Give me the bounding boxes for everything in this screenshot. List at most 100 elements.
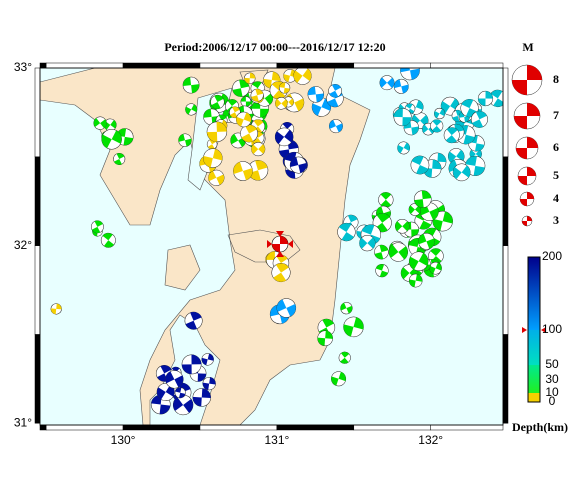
event [184, 311, 203, 330]
ball-quadrant [522, 216, 532, 226]
ball-quadrant [516, 137, 538, 159]
frame-band [45, 424, 124, 431]
magnitude-label: 7 [553, 108, 559, 122]
ball-quadrant [461, 99, 478, 117]
ball-quadrant [380, 192, 392, 208]
event [289, 156, 307, 174]
event [307, 86, 324, 103]
ball-quadrant [465, 156, 485, 176]
event [410, 155, 430, 175]
frame-band [34, 156, 41, 246]
ball-quadrant [453, 165, 471, 180]
ball-quadrant [248, 160, 268, 181]
frame-band [39, 424, 47, 431]
magnitude-label: 4 [553, 191, 559, 205]
ball-quadrant [207, 139, 217, 150]
frame-band [502, 156, 509, 246]
event [276, 298, 297, 318]
ball-quadrant [490, 89, 503, 107]
ball-quadrant [458, 111, 470, 123]
event [418, 233, 435, 250]
event [203, 148, 223, 168]
event [477, 90, 494, 107]
ball-quadrant [232, 79, 250, 97]
ball-quadrant [116, 128, 134, 146]
event [192, 388, 211, 407]
depth-bar-frame [527, 256, 541, 403]
event [100, 232, 116, 248]
ball-quadrant [374, 245, 389, 260]
ball-quadrant [512, 65, 542, 95]
legend-ball [511, 64, 543, 96]
ball-quadrant [359, 237, 376, 249]
event [181, 354, 202, 375]
lat-label: 33° [14, 60, 32, 74]
event [244, 72, 256, 84]
ball-quadrant [203, 108, 220, 125]
event [388, 242, 408, 262]
ball-quadrant [91, 220, 103, 233]
ball-quadrant [157, 365, 172, 382]
depth-bar-shallow [528, 365, 540, 393]
legend-ball [517, 166, 537, 186]
ball-quadrant [409, 274, 423, 288]
event [90, 220, 104, 234]
event [375, 264, 389, 278]
event [208, 169, 225, 186]
ball-quadrant [338, 223, 354, 241]
event [247, 160, 269, 181]
event [471, 110, 488, 128]
ball-quadrant [343, 317, 364, 337]
event [460, 99, 479, 118]
lon-label: 131° [264, 433, 289, 447]
ball-quadrant [418, 233, 435, 249]
ball-quadrant [240, 96, 251, 107]
event [452, 163, 471, 182]
ball-quadrant [244, 72, 256, 84]
ball-quadrant [441, 98, 460, 114]
depth-label: 30 [545, 372, 559, 386]
magnitude-label: 5 [553, 168, 559, 182]
depth-label: 50 [545, 357, 559, 371]
event [275, 97, 288, 110]
event [101, 129, 122, 150]
ball-quadrant [312, 98, 331, 116]
event [165, 370, 184, 389]
event [433, 107, 446, 120]
event [178, 133, 192, 147]
ball-quadrant [236, 112, 252, 127]
depth-label: 200 [542, 249, 562, 263]
frame-band [276, 62, 355, 69]
ball-quadrant [251, 89, 264, 102]
ball-quadrant [275, 129, 294, 145]
frame-band [122, 62, 201, 69]
ball-quadrant [409, 252, 429, 270]
ball-quadrant [307, 86, 324, 103]
event [174, 387, 186, 399]
frame-band [39, 62, 47, 69]
event [413, 190, 432, 208]
ball-quadrant [395, 221, 410, 232]
magnitude-title: M [522, 40, 533, 54]
ball-quadrant [423, 159, 442, 178]
event [201, 353, 214, 366]
event [182, 76, 200, 94]
event [232, 79, 250, 97]
map-area [40, 68, 503, 425]
ball-quadrant [414, 190, 432, 208]
ball-quadrant [208, 170, 225, 185]
ball-quadrant [283, 69, 297, 83]
ball-quadrant [175, 387, 186, 398]
depth-title: Depth(km) [512, 420, 568, 434]
ball-quadrant [394, 79, 409, 94]
ball-quadrant [114, 153, 125, 165]
event [251, 142, 266, 157]
ball-quadrant [230, 106, 240, 118]
frame-band [45, 62, 124, 69]
event [93, 116, 107, 130]
ball-quadrant [183, 77, 200, 94]
ball-quadrant [375, 264, 388, 277]
ball-quadrant [432, 211, 453, 231]
event [328, 84, 342, 98]
event [393, 108, 412, 127]
